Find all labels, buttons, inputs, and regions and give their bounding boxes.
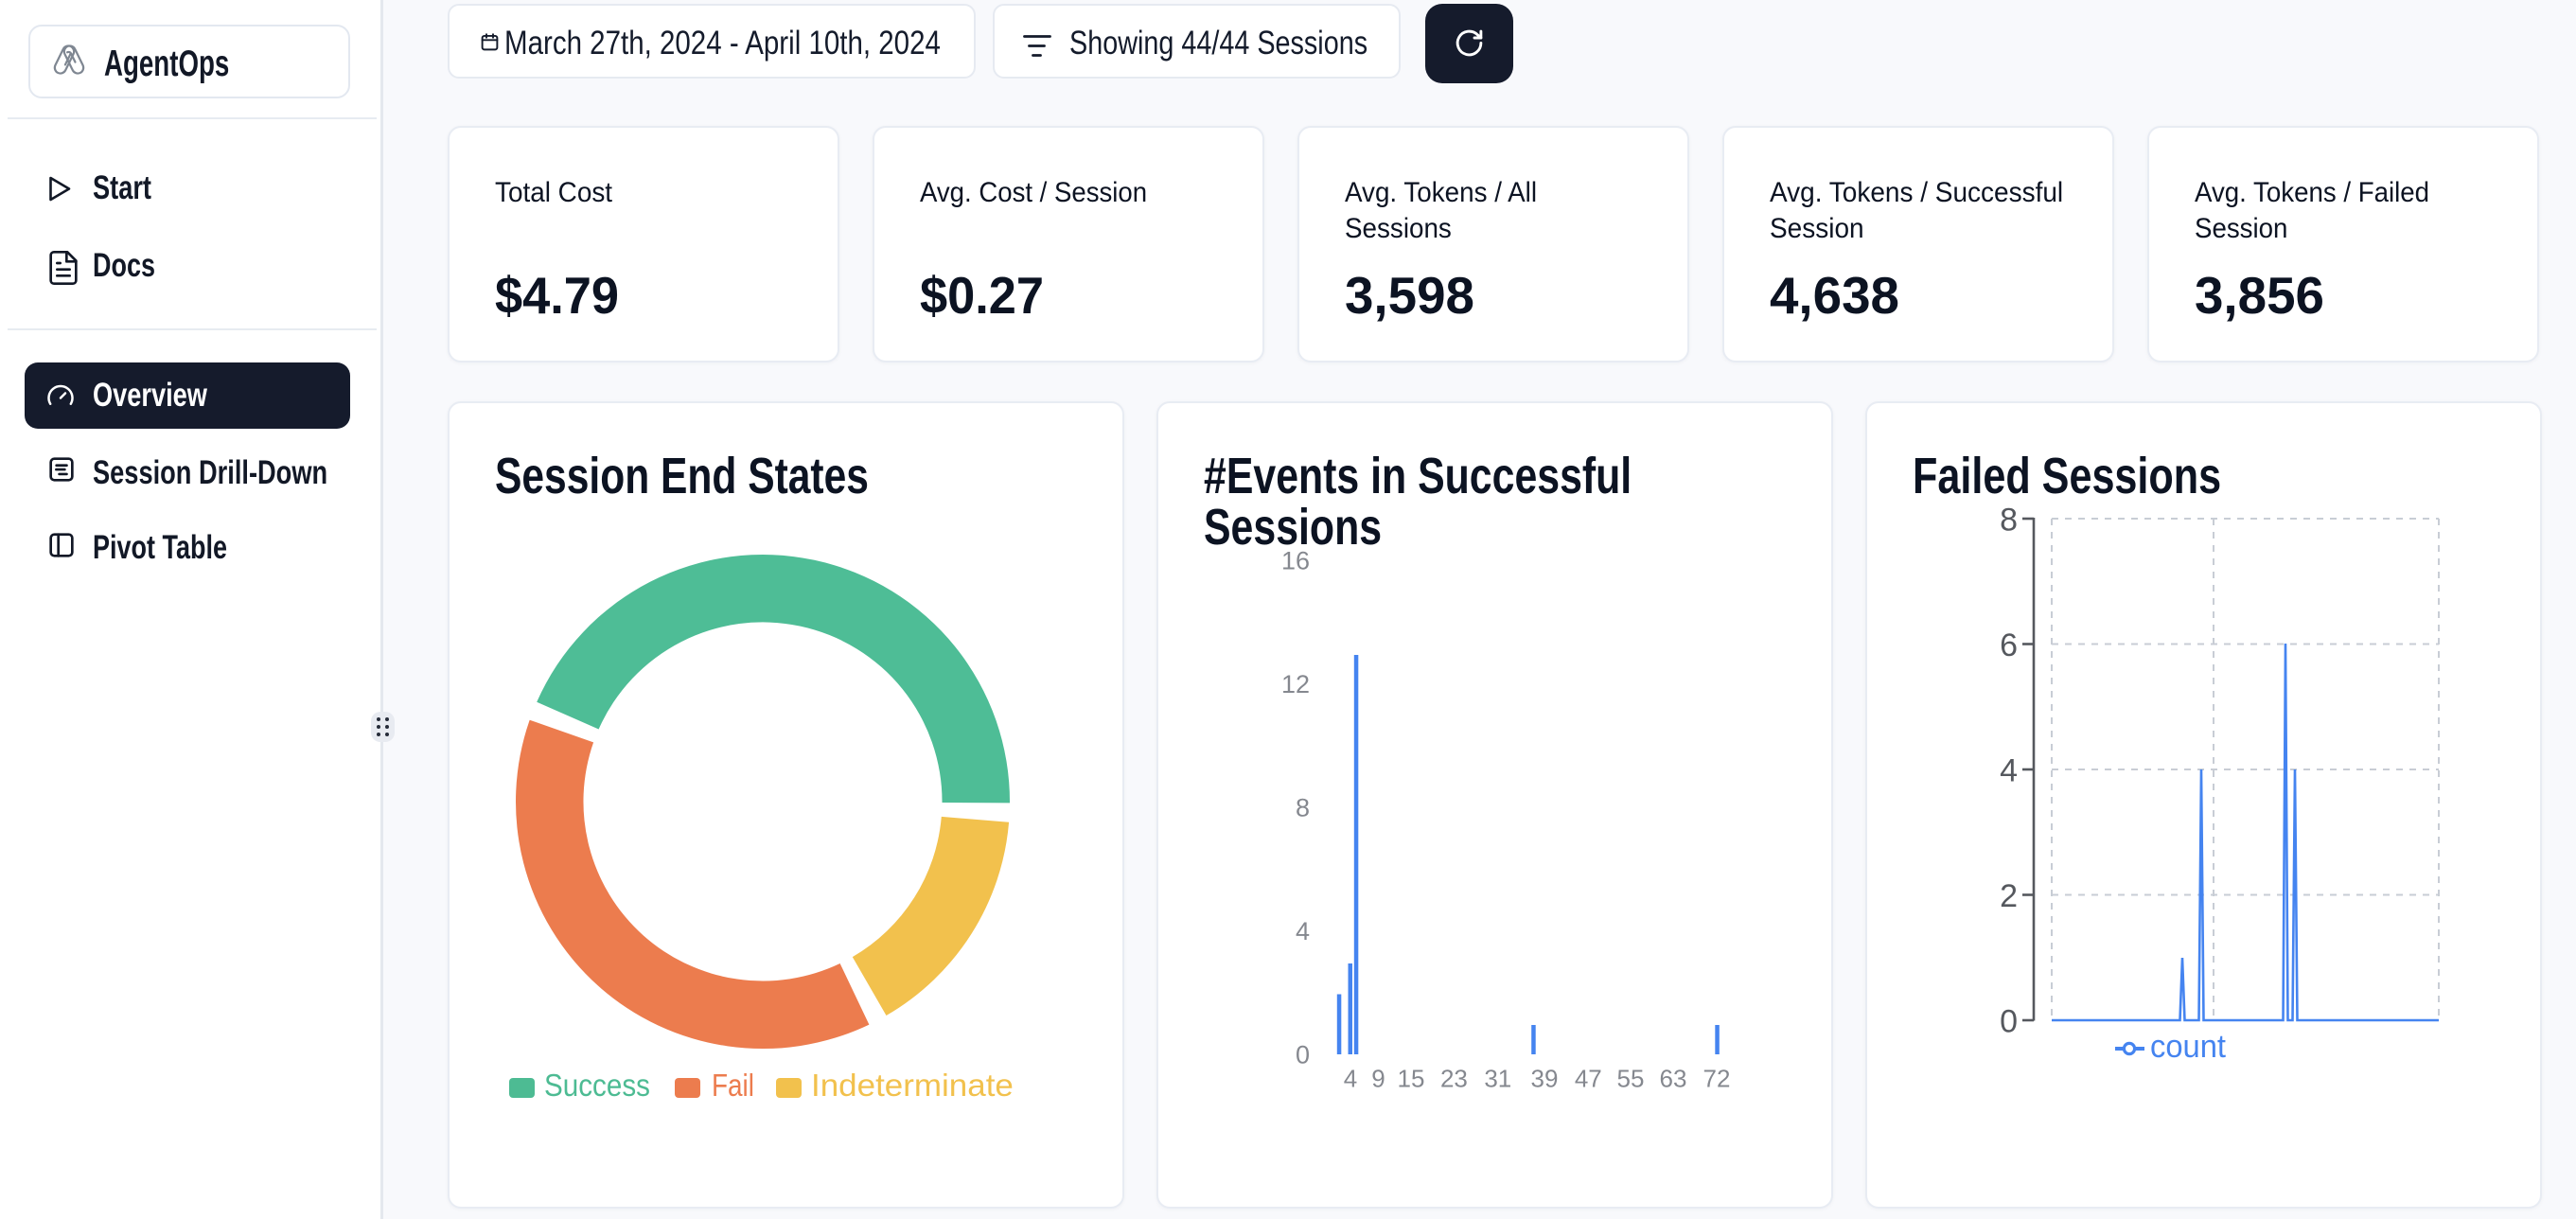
svg-text:31: 31 [1484, 1065, 1511, 1093]
svg-text:8: 8 [1296, 793, 1310, 822]
svg-text:55: 55 [1617, 1065, 1645, 1093]
svg-text:Indeterminate: Indeterminate [811, 1069, 1014, 1104]
svg-text:count: count [2150, 1029, 2227, 1065]
svg-text:Success: Success [544, 1069, 650, 1104]
svg-text:47: 47 [1575, 1065, 1602, 1093]
svg-text:23: 23 [1440, 1065, 1468, 1093]
svg-text:4: 4 [2000, 753, 2018, 789]
svg-text:0: 0 [1296, 1040, 1310, 1069]
svg-text:4: 4 [1344, 1065, 1357, 1093]
svg-text:4: 4 [1296, 917, 1310, 945]
svg-text:2: 2 [2000, 878, 2018, 914]
svg-text:8: 8 [2000, 503, 2018, 539]
svg-text:0: 0 [2000, 1004, 2018, 1040]
svg-text:Fail: Fail [712, 1069, 754, 1104]
svg-text:9: 9 [1371, 1065, 1385, 1093]
svg-text:39: 39 [1531, 1065, 1559, 1093]
svg-text:72: 72 [1703, 1065, 1731, 1093]
svg-text:16: 16 [1281, 546, 1310, 574]
svg-text:63: 63 [1660, 1065, 1687, 1093]
svg-text:12: 12 [1281, 670, 1310, 698]
svg-text:6: 6 [2000, 627, 2018, 663]
svg-text:15: 15 [1398, 1065, 1425, 1093]
